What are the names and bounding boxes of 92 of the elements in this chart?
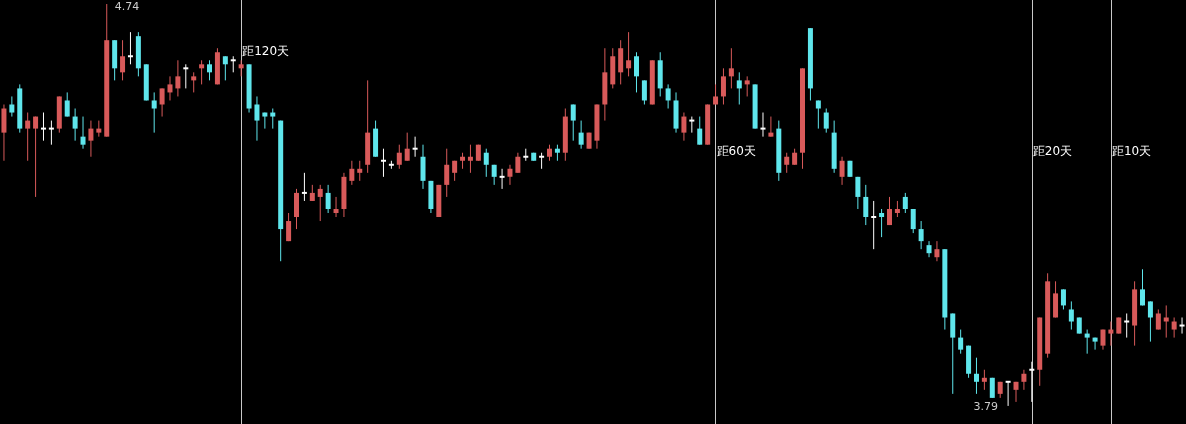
candlestick <box>728 47 734 89</box>
candlestick <box>286 212 292 242</box>
candlestick <box>681 112 687 142</box>
annotation: 距20天 <box>1032 144 1073 159</box>
annotation: 距10天 <box>1111 144 1152 159</box>
annotation: 4.74 <box>114 0 140 14</box>
candlestick <box>404 132 410 162</box>
candlestick <box>744 75 750 97</box>
annotation: 距120天 <box>242 44 290 59</box>
candlestick <box>1163 304 1169 339</box>
candlestick <box>1147 300 1153 343</box>
candlestick <box>1140 268 1146 306</box>
candlestick <box>325 184 331 214</box>
candlestick <box>1005 380 1011 407</box>
candlestick <box>317 184 323 222</box>
candlestick <box>1029 361 1035 403</box>
candlestick <box>40 112 46 142</box>
candlestick <box>626 31 632 77</box>
candlestick <box>768 116 774 138</box>
candlestick <box>879 208 885 238</box>
candlestick <box>910 208 916 234</box>
candlestick <box>9 95 15 118</box>
candlestick <box>902 192 908 214</box>
candlestick <box>1171 317 1177 339</box>
candlestick <box>167 75 173 101</box>
candlestick <box>88 120 94 158</box>
candlestick <box>467 144 473 174</box>
candlestick <box>973 357 979 395</box>
annotation: 距60天 <box>716 144 756 159</box>
candlestick <box>1155 308 1161 331</box>
candlestick <box>736 71 742 105</box>
candlestick <box>120 39 126 81</box>
candlestick <box>412 136 418 158</box>
candlestick <box>958 329 964 355</box>
candlestick <box>784 152 790 174</box>
candlestick <box>33 116 39 198</box>
candlestick <box>507 164 513 186</box>
candlestick <box>175 59 181 97</box>
candlestick <box>760 112 766 138</box>
candlestick <box>1108 321 1114 347</box>
candlestick <box>1092 337 1098 351</box>
candlestick <box>1021 369 1027 391</box>
candlestick <box>815 99 821 130</box>
candlestick <box>483 148 489 178</box>
candlestick <box>871 200 877 250</box>
candlestick <box>349 160 355 186</box>
candlestick <box>25 112 31 162</box>
candlestick <box>1124 312 1130 339</box>
candlestick <box>270 108 276 130</box>
candlestick <box>380 148 386 178</box>
candlestick <box>183 63 189 89</box>
candlestick <box>697 116 703 146</box>
candlestick <box>578 120 584 150</box>
candlestick <box>918 220 924 250</box>
candlestick <box>633 51 639 93</box>
candlestick <box>151 91 157 134</box>
candlestick <box>1179 317 1185 335</box>
candlestick <box>887 196 892 226</box>
candlestick <box>934 240 940 262</box>
candlestick <box>926 240 932 258</box>
annotation: 3.79 <box>973 399 999 414</box>
candlestick <box>191 71 197 93</box>
candlestick <box>444 148 450 198</box>
candlestick <box>1068 300 1074 331</box>
candlestick <box>1060 288 1066 310</box>
candlestick <box>357 160 363 182</box>
candlestick <box>254 95 260 142</box>
candlestick <box>641 79 647 105</box>
candlestick <box>665 83 671 110</box>
candlestick <box>80 116 86 150</box>
candlestick <box>127 31 133 65</box>
candlestick <box>855 176 861 210</box>
candlestick <box>72 108 78 142</box>
candlestick <box>823 108 829 134</box>
candlestick <box>199 59 205 85</box>
candlestick <box>515 152 521 174</box>
candlestick <box>981 369 987 391</box>
candlestick <box>262 112 268 130</box>
candlestick <box>499 168 505 190</box>
candlestick <box>839 156 845 186</box>
candlestick <box>207 59 213 81</box>
candlestick <box>396 144 402 170</box>
candlestick <box>720 67 726 105</box>
candlestick <box>570 103 576 142</box>
candlestick <box>48 120 54 146</box>
candlestick <box>333 196 339 218</box>
candlestick <box>64 91 70 118</box>
candlestick <box>1084 329 1090 355</box>
candlestick <box>222 55 228 81</box>
candlestick <box>159 87 165 118</box>
candlestick <box>863 184 869 226</box>
candlestick <box>301 172 307 202</box>
